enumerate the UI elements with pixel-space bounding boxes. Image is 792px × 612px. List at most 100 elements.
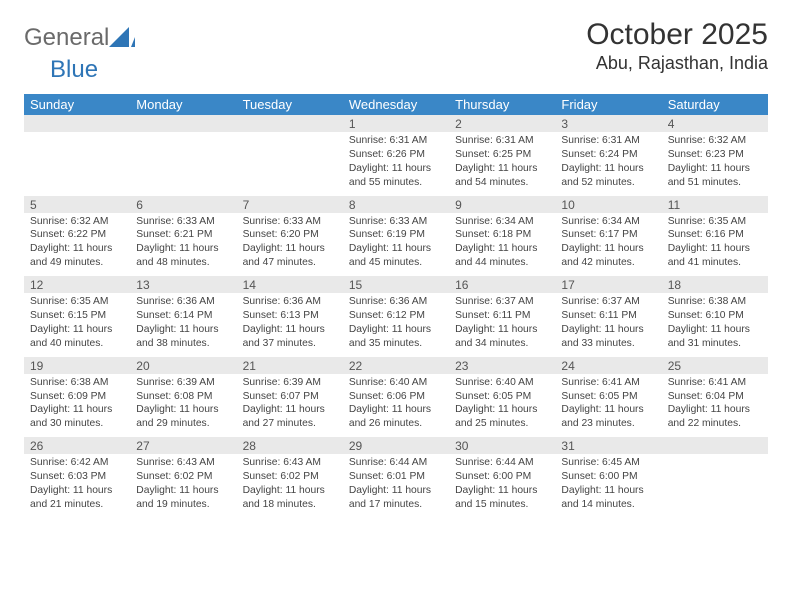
week-daynum-row: 262728293031 [24, 437, 768, 454]
day-number [130, 115, 236, 132]
sunset-text: Sunset: 6:00 PM [561, 470, 655, 484]
day-detail-cell: Sunrise: 6:38 AMSunset: 6:09 PMDaylight:… [24, 374, 130, 438]
day-number-cell: 10 [555, 196, 661, 213]
sunset-text: Sunset: 6:06 PM [349, 390, 443, 404]
day-number: 16 [449, 276, 555, 293]
sunrise-text: Sunrise: 6:33 AM [136, 215, 230, 229]
sunset-text: Sunset: 6:04 PM [668, 390, 762, 404]
week-detail-row: Sunrise: 6:35 AMSunset: 6:15 PMDaylight:… [24, 293, 768, 357]
sunrise-text: Sunrise: 6:40 AM [349, 376, 443, 390]
daylight-text: Daylight: 11 hours and 47 minutes. [243, 242, 337, 270]
day-detail-cell [237, 132, 343, 196]
day-number-cell: 17 [555, 276, 661, 293]
daylight-text: Daylight: 11 hours and 15 minutes. [455, 484, 549, 512]
dayname-tuesday: Tuesday [237, 94, 343, 115]
daylight-text: Daylight: 11 hours and 26 minutes. [349, 403, 443, 431]
daylight-text: Daylight: 11 hours and 45 minutes. [349, 242, 443, 270]
week-detail-row: Sunrise: 6:32 AMSunset: 6:22 PMDaylight:… [24, 213, 768, 277]
sunset-text: Sunset: 6:18 PM [455, 228, 549, 242]
week-daynum-row: 1234 [24, 115, 768, 132]
day-number: 8 [343, 196, 449, 213]
daylight-text: Daylight: 11 hours and 29 minutes. [136, 403, 230, 431]
dayname-wednesday: Wednesday [343, 94, 449, 115]
sunrise-text: Sunrise: 6:42 AM [30, 456, 124, 470]
sunrise-text: Sunrise: 6:31 AM [455, 134, 549, 148]
sunset-text: Sunset: 6:13 PM [243, 309, 337, 323]
sunset-text: Sunset: 6:25 PM [455, 148, 549, 162]
sunset-text: Sunset: 6:20 PM [243, 228, 337, 242]
sunrise-text: Sunrise: 6:36 AM [349, 295, 443, 309]
day-detail-cell: Sunrise: 6:45 AMSunset: 6:00 PMDaylight:… [555, 454, 661, 518]
day-number-cell: 9 [449, 196, 555, 213]
sunset-text: Sunset: 6:05 PM [561, 390, 655, 404]
day-number: 28 [237, 437, 343, 454]
sunrise-text: Sunrise: 6:37 AM [455, 295, 549, 309]
day-number: 25 [662, 357, 768, 374]
day-number-cell: 15 [343, 276, 449, 293]
sunset-text: Sunset: 6:22 PM [30, 228, 124, 242]
day-number: 23 [449, 357, 555, 374]
brand-text-1: General [24, 24, 109, 52]
sunrise-text: Sunrise: 6:34 AM [455, 215, 549, 229]
day-detail-cell: Sunrise: 6:38 AMSunset: 6:10 PMDaylight:… [662, 293, 768, 357]
day-number-cell: 4 [662, 115, 768, 132]
daylight-text: Daylight: 11 hours and 19 minutes. [136, 484, 230, 512]
day-detail-cell: Sunrise: 6:31 AMSunset: 6:24 PMDaylight:… [555, 132, 661, 196]
day-number: 18 [662, 276, 768, 293]
sunrise-text: Sunrise: 6:44 AM [349, 456, 443, 470]
week-detail-row: Sunrise: 6:42 AMSunset: 6:03 PMDaylight:… [24, 454, 768, 518]
day-number-cell: 5 [24, 196, 130, 213]
dayname-sunday: Sunday [24, 94, 130, 115]
title-block: October 2025 Abu, Rajasthan, India [586, 18, 768, 74]
daylight-text: Daylight: 11 hours and 22 minutes. [668, 403, 762, 431]
day-number: 22 [343, 357, 449, 374]
day-detail-cell [662, 454, 768, 518]
location-subtitle: Abu, Rajasthan, India [586, 53, 768, 74]
day-detail-cell [24, 132, 130, 196]
sunset-text: Sunset: 6:05 PM [455, 390, 549, 404]
daylight-text: Daylight: 11 hours and 21 minutes. [30, 484, 124, 512]
sunset-text: Sunset: 6:01 PM [349, 470, 443, 484]
brand-text-2: Blue [50, 56, 98, 84]
day-detail-cell: Sunrise: 6:37 AMSunset: 6:11 PMDaylight:… [555, 293, 661, 357]
day-number-cell: 27 [130, 437, 236, 454]
dayname-monday: Monday [130, 94, 236, 115]
sunrise-text: Sunrise: 6:45 AM [561, 456, 655, 470]
day-number-cell: 24 [555, 357, 661, 374]
brand-logo: General [24, 18, 137, 52]
day-number: 14 [237, 276, 343, 293]
week-detail-row: Sunrise: 6:31 AMSunset: 6:26 PMDaylight:… [24, 132, 768, 196]
week-daynum-row: 567891011 [24, 196, 768, 213]
daylight-text: Daylight: 11 hours and 37 minutes. [243, 323, 337, 351]
daylight-text: Daylight: 11 hours and 33 minutes. [561, 323, 655, 351]
day-number: 29 [343, 437, 449, 454]
day-detail-cell: Sunrise: 6:31 AMSunset: 6:25 PMDaylight:… [449, 132, 555, 196]
daylight-text: Daylight: 11 hours and 17 minutes. [349, 484, 443, 512]
calendar-body: 1234Sunrise: 6:31 AMSunset: 6:26 PMDayli… [24, 115, 768, 518]
day-detail-cell: Sunrise: 6:41 AMSunset: 6:05 PMDaylight:… [555, 374, 661, 438]
sunrise-text: Sunrise: 6:40 AM [455, 376, 549, 390]
day-number [237, 115, 343, 132]
daylight-text: Daylight: 11 hours and 44 minutes. [455, 242, 549, 270]
day-detail-cell: Sunrise: 6:39 AMSunset: 6:07 PMDaylight:… [237, 374, 343, 438]
sunset-text: Sunset: 6:09 PM [30, 390, 124, 404]
sunset-text: Sunset: 6:07 PM [243, 390, 337, 404]
day-detail-cell: Sunrise: 6:32 AMSunset: 6:23 PMDaylight:… [662, 132, 768, 196]
sunset-text: Sunset: 6:12 PM [349, 309, 443, 323]
day-number-cell: 12 [24, 276, 130, 293]
day-number: 12 [24, 276, 130, 293]
day-number-cell: 8 [343, 196, 449, 213]
daylight-text: Daylight: 11 hours and 54 minutes. [455, 162, 549, 190]
sunset-text: Sunset: 6:16 PM [668, 228, 762, 242]
sunset-text: Sunset: 6:03 PM [30, 470, 124, 484]
day-detail-cell: Sunrise: 6:33 AMSunset: 6:20 PMDaylight:… [237, 213, 343, 277]
day-number-cell: 2 [449, 115, 555, 132]
day-number-cell: 21 [237, 357, 343, 374]
day-detail-cell: Sunrise: 6:36 AMSunset: 6:14 PMDaylight:… [130, 293, 236, 357]
day-number-cell: 22 [343, 357, 449, 374]
sunrise-text: Sunrise: 6:36 AM [243, 295, 337, 309]
day-number-cell: 31 [555, 437, 661, 454]
day-number: 30 [449, 437, 555, 454]
day-number-cell [130, 115, 236, 132]
day-number: 5 [24, 196, 130, 213]
